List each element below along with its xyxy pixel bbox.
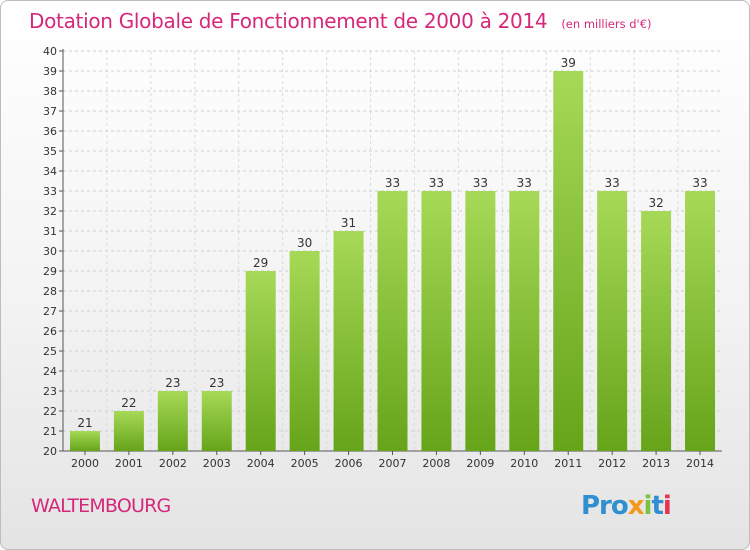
- bar-value-label: 33: [429, 176, 444, 190]
- y-tick-label: 20: [43, 445, 57, 458]
- bar: [553, 71, 584, 451]
- logo-part-3: i: [643, 491, 653, 521]
- labels: 20 21 22 23 24 25 26 27 28 29 30 31 32 33 34 35 36 37 38 39…: [43, 45, 714, 470]
- y-tick-label: 30: [43, 245, 57, 258]
- bar: [157, 391, 188, 451]
- bar-value-label: 33: [605, 176, 620, 190]
- y-tick-label: 38: [43, 85, 57, 98]
- x-tick-label: 2001: [115, 457, 143, 470]
- bars: [69, 71, 716, 451]
- chart-unit-note: (en milliers d'€): [561, 17, 652, 31]
- x-tick-label: 2010: [510, 457, 538, 470]
- bar: [69, 431, 100, 451]
- logo-part-1: Pro: [581, 491, 629, 521]
- logo-part-2: x: [627, 491, 645, 521]
- x-tick-label: 2005: [291, 457, 319, 470]
- y-tick-label: 27: [43, 305, 57, 318]
- y-tick-label: 29: [43, 265, 57, 278]
- bar-value-label: 23: [209, 376, 224, 390]
- bar-value-label: 30: [297, 236, 312, 250]
- proxiti-logo: Proxiti: [581, 491, 672, 521]
- x-tick-label: 2004: [247, 457, 275, 470]
- bar: [641, 211, 672, 451]
- bar-value-label: 29: [253, 256, 268, 270]
- bar: [201, 391, 232, 451]
- x-tick-label: 2006: [335, 457, 363, 470]
- y-tick-label: 24: [43, 365, 57, 378]
- y-tick-label: 21: [43, 425, 57, 438]
- bar-value-label: 31: [341, 216, 356, 230]
- bar: [113, 411, 144, 451]
- bar: [509, 191, 540, 451]
- x-tick-label: 2000: [71, 457, 99, 470]
- y-tick-label: 32: [43, 205, 57, 218]
- x-tick-label: 2009: [466, 457, 494, 470]
- y-tick-label: 37: [43, 105, 57, 118]
- bar-value-label: 33: [692, 176, 707, 190]
- y-tick-label: 35: [43, 145, 57, 158]
- y-tick-label: 33: [43, 185, 57, 198]
- y-tick-label: 25: [43, 345, 57, 358]
- x-tick-label: 2011: [554, 457, 582, 470]
- bar-value-label: 21: [77, 416, 92, 430]
- chart-title: Dotation Globale de Fonctionnement de 20…: [29, 9, 652, 33]
- x-tick-label: 2012: [598, 457, 626, 470]
- x-tick-label: 2002: [159, 457, 187, 470]
- y-tick-label: 26: [43, 325, 57, 338]
- bar: [333, 231, 364, 451]
- bar-value-label: 33: [473, 176, 488, 190]
- bar-value-label: 33: [385, 176, 400, 190]
- bar: [421, 191, 452, 451]
- bar-value-label: 32: [648, 196, 663, 210]
- bar-value-label: 33: [517, 176, 532, 190]
- bar: [465, 191, 496, 451]
- x-tick-label: 2007: [379, 457, 407, 470]
- bar: [289, 251, 320, 451]
- x-tick-label: 2013: [642, 457, 670, 470]
- bar: [377, 191, 408, 451]
- x-tick-label: 2008: [422, 457, 450, 470]
- bar: [597, 191, 628, 451]
- chart-title-text: Dotation Globale de Fonctionnement de 20…: [29, 9, 548, 33]
- logo-part-4: t: [651, 491, 663, 521]
- y-tick-label: 31: [43, 225, 57, 238]
- y-tick-label: 28: [43, 285, 57, 298]
- x-tick-label: 2003: [203, 457, 231, 470]
- bar-value-label: 23: [165, 376, 180, 390]
- y-tick-label: 22: [43, 405, 57, 418]
- bar: [245, 271, 276, 451]
- bar: [685, 191, 716, 451]
- y-tick-label: 36: [43, 125, 57, 138]
- y-tick-label: 34: [43, 165, 57, 178]
- commune-name: WALTEMBOURG: [31, 495, 171, 517]
- bar-value-label: 39: [561, 56, 576, 70]
- logo-part-5: i: [662, 491, 672, 521]
- bar-value-label: 22: [121, 396, 136, 410]
- y-tick-label: 40: [43, 45, 57, 58]
- y-tick-label: 23: [43, 385, 57, 398]
- x-tick-label: 2014: [686, 457, 714, 470]
- y-tick-label: 39: [43, 65, 57, 78]
